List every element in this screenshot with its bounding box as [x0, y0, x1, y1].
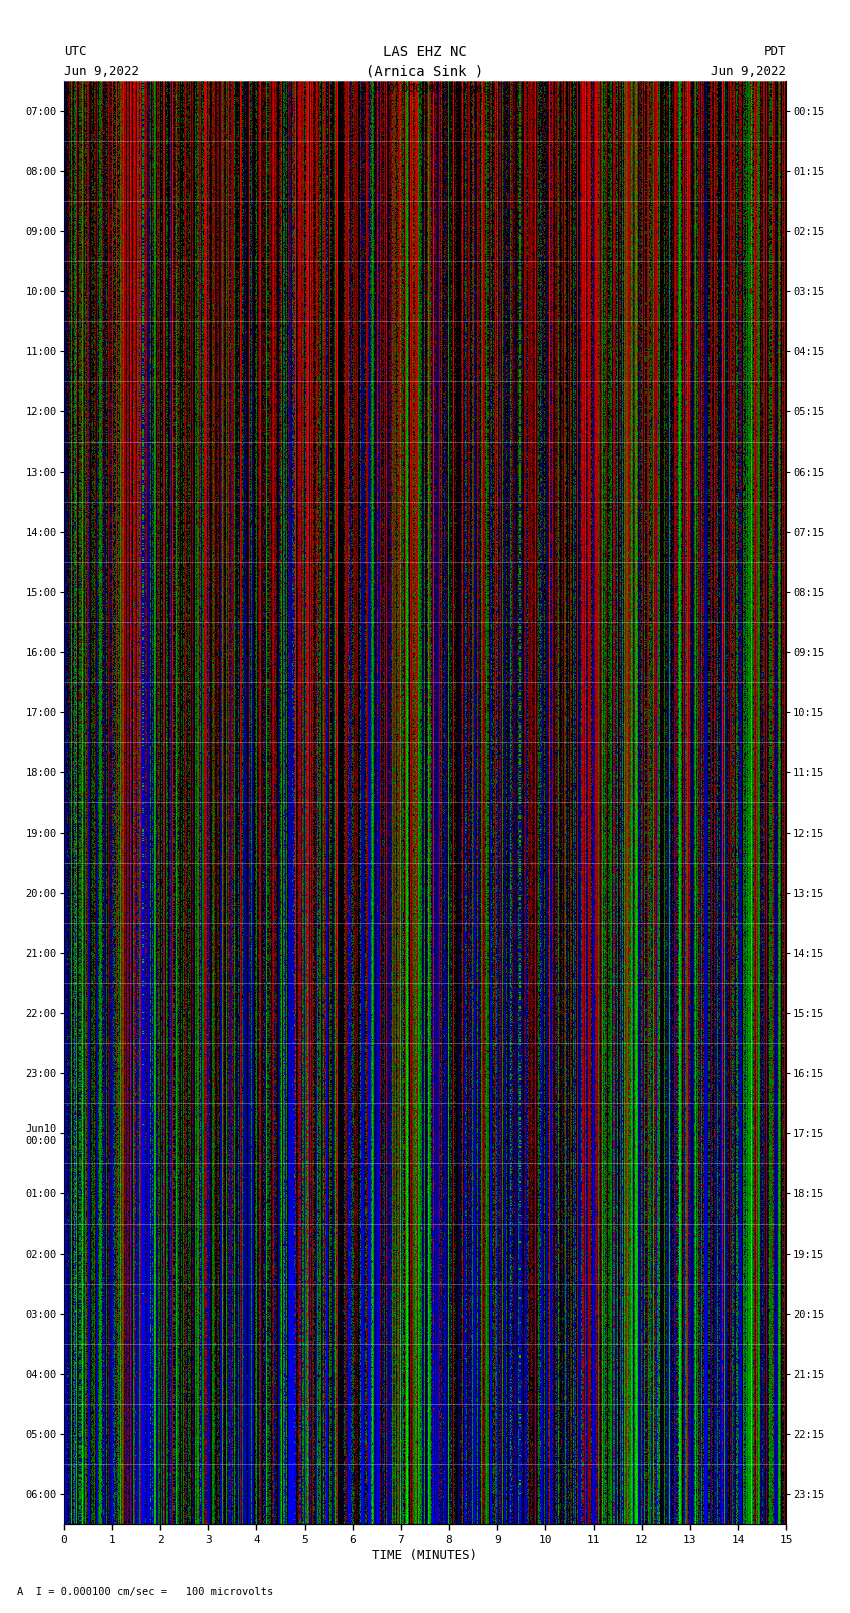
X-axis label: TIME (MINUTES): TIME (MINUTES)	[372, 1548, 478, 1561]
Text: Jun 9,2022: Jun 9,2022	[64, 65, 139, 77]
Text: UTC: UTC	[64, 45, 86, 58]
Text: A  I = 0.000100 cm/sec =   100 microvolts: A I = 0.000100 cm/sec = 100 microvolts	[17, 1587, 273, 1597]
Text: Jun 9,2022: Jun 9,2022	[711, 65, 786, 77]
Text: PDT: PDT	[764, 45, 786, 58]
Text: (Arnica Sink ): (Arnica Sink )	[366, 65, 484, 79]
Text: I = 0.000100 cm/sec: I = 0.000100 cm/sec	[361, 84, 489, 94]
Text: LAS EHZ NC: LAS EHZ NC	[383, 45, 467, 60]
